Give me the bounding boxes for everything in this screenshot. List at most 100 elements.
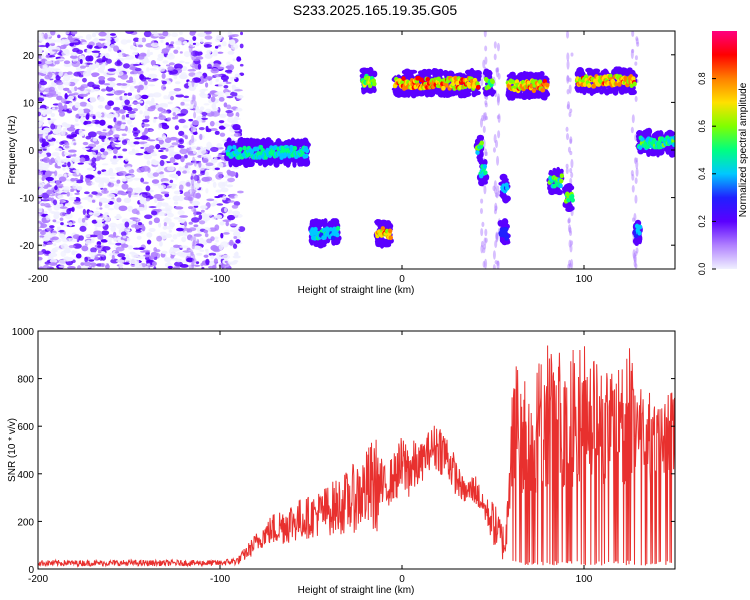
noise-speckle: [153, 116, 158, 120]
noise-speckle: [178, 118, 186, 124]
noise-speckle: [233, 132, 241, 137]
noise-speckle: [49, 258, 58, 264]
noise-speckle: [38, 198, 42, 202]
noise-speckle: [179, 215, 189, 218]
spectrogram-marks: [38, 31, 675, 269]
noise-speckle: [183, 103, 190, 107]
noise-speckle: [64, 145, 70, 149]
noise-speckle: [97, 104, 104, 109]
noise-speckle: [58, 70, 63, 77]
noise-speckle: [198, 174, 203, 177]
noise-speckle: [159, 174, 165, 177]
noise-speckle: [45, 106, 49, 109]
noise-speckle: [207, 76, 213, 81]
noise-speckle: [90, 247, 97, 253]
noise-speckle: [54, 185, 58, 191]
feature-core: [419, 77, 424, 83]
noise-speckle: [66, 126, 76, 132]
noise-speckle: [91, 191, 98, 195]
noise-speckle: [116, 190, 125, 195]
noise-speckle: [111, 161, 118, 165]
noise-speckle: [92, 137, 98, 142]
noise-speckle: [95, 31, 100, 34]
noise-speckle: [58, 111, 66, 117]
snr-y-label: SNR (10 * v/v): [7, 418, 18, 482]
noise-speckle: [141, 192, 151, 198]
feature-halo: [258, 138, 267, 146]
spectrogram-y-axis: -20 -10 0 10 20: [20, 51, 675, 252]
chart-title: S233.2025.165.19.35.G05: [292, 2, 458, 18]
noise-speckle: [153, 217, 160, 224]
noise-speckle: [210, 111, 220, 117]
noise-streak: [631, 48, 635, 54]
feature-halo: [509, 91, 515, 98]
noise-speckle: [40, 203, 46, 207]
noise-speckle: [205, 188, 209, 194]
noise-speckle: [240, 31, 244, 36]
noise-speckle: [67, 95, 75, 100]
noise-speckle: [202, 239, 208, 245]
noise-speckle: [41, 192, 50, 199]
noise-speckle: [115, 242, 122, 246]
noise-speckle: [124, 221, 130, 228]
noise-speckle: [91, 148, 98, 151]
noise-speckle: [153, 247, 158, 252]
noise-speckle: [55, 81, 64, 86]
noise-streak: [635, 160, 639, 170]
noise-speckle: [48, 252, 58, 258]
noise-speckle: [174, 125, 180, 131]
noise-speckle: [152, 261, 157, 267]
noise-speckle: [77, 162, 84, 165]
noise-speckle: [55, 180, 61, 186]
noise-speckle: [209, 80, 213, 85]
noise-streak: [493, 133, 497, 144]
noise-speckle: [38, 121, 42, 128]
noise-speckle: [119, 128, 127, 131]
noise-speckle: [47, 118, 51, 121]
noise-speckle: [220, 187, 229, 193]
noise-speckle: [83, 191, 90, 195]
noise-speckle: [104, 52, 110, 59]
noise-speckle: [204, 108, 212, 114]
noise-speckle: [61, 186, 70, 191]
noise-speckle: [137, 255, 146, 260]
noise-streak: [566, 52, 570, 62]
noise-speckle: [61, 122, 68, 127]
noise-streak: [191, 78, 195, 88]
noise-streak: [567, 217, 571, 224]
noise-speckle: [204, 248, 209, 252]
noise-speckle: [79, 65, 86, 69]
noise-speckle: [54, 60, 60, 65]
noise-speckle: [225, 65, 232, 69]
noise-speckle: [50, 123, 56, 130]
noise-speckle: [98, 182, 105, 189]
noise-speckle: [62, 87, 70, 92]
noise-speckle: [132, 108, 139, 112]
noise-speckle: [229, 229, 239, 233]
noise-speckle: [44, 60, 53, 65]
noise-speckle: [72, 243, 82, 249]
spectral-feature: [482, 68, 497, 97]
feature-halo: [540, 93, 548, 101]
noise-speckle: [168, 90, 177, 95]
noise-speckle: [204, 176, 213, 182]
feature-halo: [581, 86, 588, 92]
noise-speckle: [60, 243, 69, 249]
noise-speckle: [212, 199, 218, 207]
feature-halo: [444, 90, 452, 98]
noise-speckle: [206, 198, 215, 202]
noise-speckle: [40, 230, 46, 235]
noise-speckle: [99, 119, 106, 126]
noise-speckle: [160, 39, 164, 43]
noise-speckle: [43, 32, 48, 40]
feature-core: [249, 149, 255, 155]
noise-speckle: [141, 225, 146, 232]
noise-speckle: [215, 214, 223, 220]
noise-speckle: [88, 131, 97, 138]
feature-halo: [245, 159, 250, 168]
noise-speckle: [119, 119, 127, 122]
noise-speckle: [129, 71, 135, 75]
noise-speckle: [103, 239, 108, 243]
noise-speckle: [158, 113, 163, 118]
noise-speckle: [116, 197, 122, 203]
